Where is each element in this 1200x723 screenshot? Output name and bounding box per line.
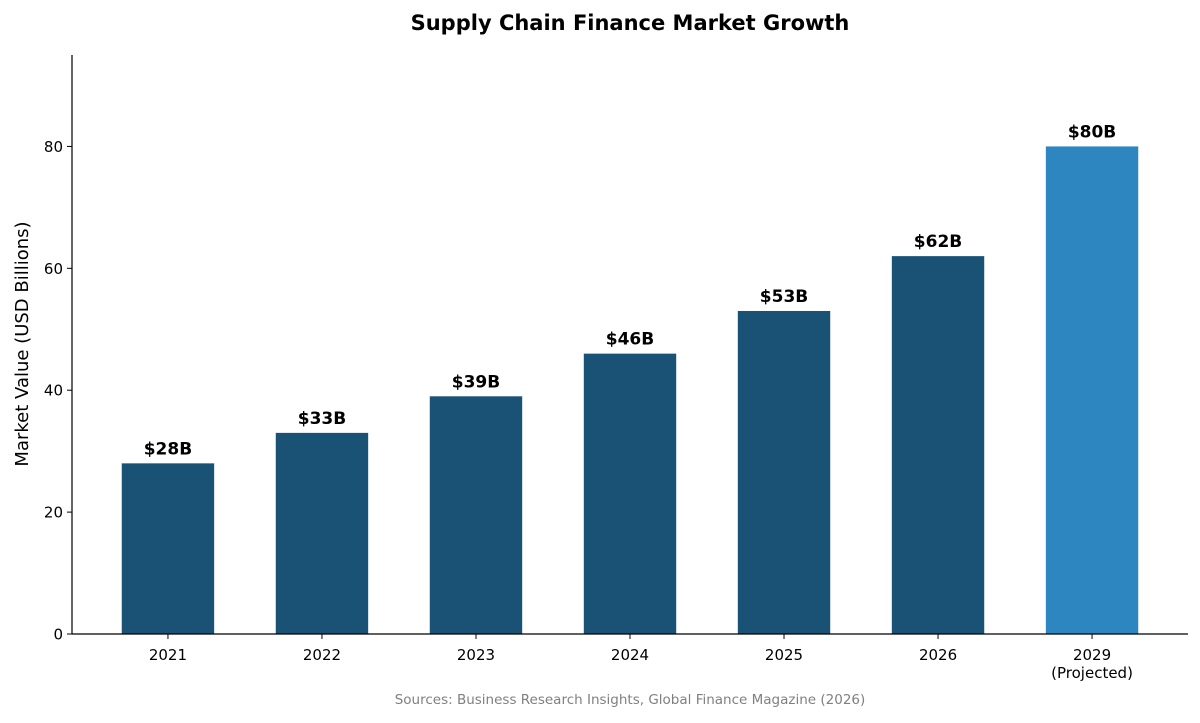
y-tick-label: 60	[44, 260, 63, 278]
data-label: $33B	[298, 409, 346, 429]
data-label: $28B	[144, 439, 192, 459]
x-tick-label: 2026	[919, 646, 957, 664]
y-tick-label: 20	[44, 504, 63, 522]
x-tick-label: 2029 (Projected)	[1051, 646, 1133, 682]
data-label: $46B	[606, 330, 654, 350]
bar-1	[275, 432, 369, 634]
bar-4	[737, 310, 831, 634]
y-axis-label: Market Value (USD Billions)	[12, 221, 33, 466]
bar-6	[1045, 146, 1139, 634]
data-label: $39B	[452, 372, 500, 392]
data-label: $80B	[1068, 122, 1116, 142]
y-tick-label: 80	[44, 138, 63, 156]
bar-5	[891, 256, 985, 634]
data-label: $62B	[914, 232, 962, 252]
x-tick-label: 2024	[611, 646, 649, 664]
x-tick-label: 2021	[149, 646, 187, 664]
x-tick-label: 2025	[765, 646, 803, 664]
data-label: $53B	[760, 287, 808, 307]
source-note: Sources: Business Research Insights, Glo…	[395, 692, 866, 708]
y-tick-label: 40	[44, 382, 63, 400]
chart-title: Supply Chain Finance Market Growth	[411, 11, 850, 35]
x-tick-label: 2023	[457, 646, 495, 664]
bar-0	[121, 463, 215, 634]
y-tick-label: 0	[53, 626, 63, 644]
x-tick-label: 2022	[303, 646, 341, 664]
bar-3	[583, 353, 677, 634]
bar-2	[429, 396, 523, 634]
